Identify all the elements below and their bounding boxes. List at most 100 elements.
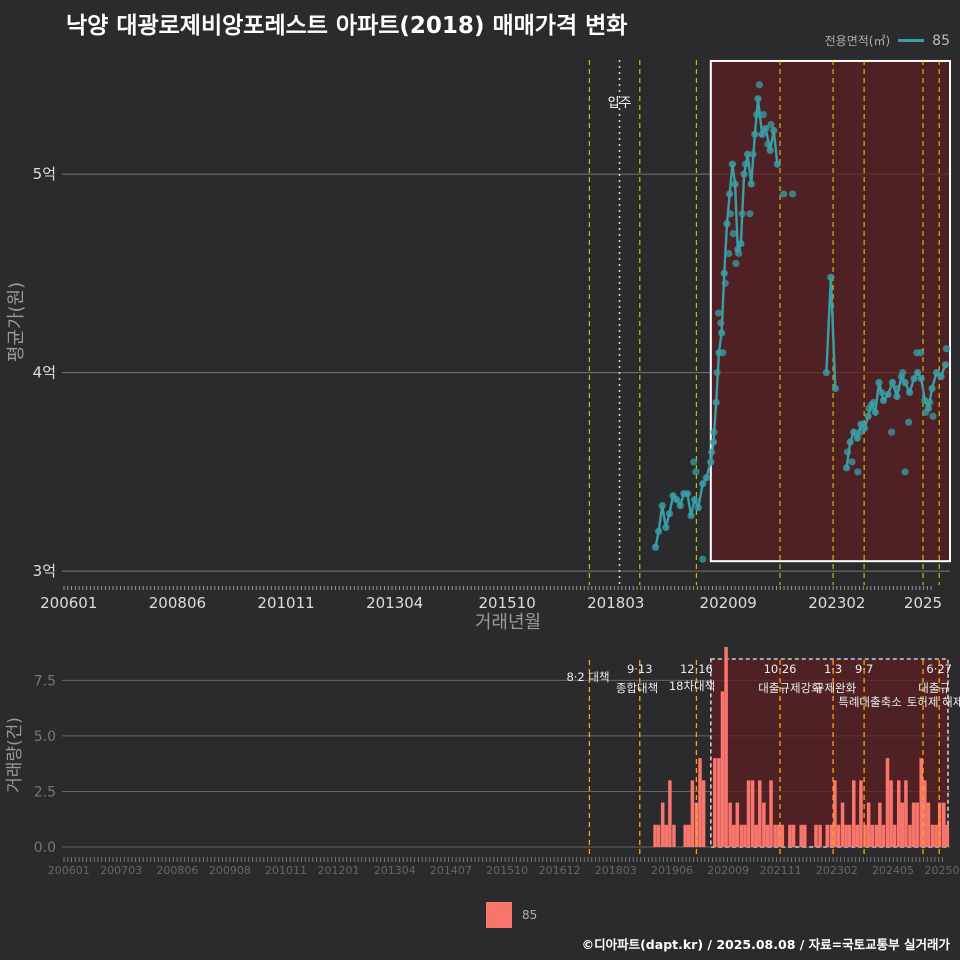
bar: [892, 824, 897, 847]
chart-title: 낙양 대광로제비앙포레스트 아파트(2018) 매매가격 변화: [66, 13, 628, 39]
data-point: [868, 400, 876, 408]
footer-credit: ©디아파트(dapt.kr) / 2025.08.08 / 자료=국토교통부 실…: [581, 937, 950, 952]
data-point-extra: [759, 110, 768, 119]
bar: [653, 824, 657, 847]
bar: [720, 691, 725, 847]
data-point-extra: [755, 81, 763, 89]
policy-label: 특례대출축소: [838, 695, 901, 709]
bar: [878, 802, 882, 847]
data-point-extra: [699, 555, 707, 563]
bar: [750, 780, 755, 847]
bar: [739, 824, 744, 847]
bar: [788, 824, 792, 847]
bar: [825, 824, 830, 847]
bar-x-tick-label: 200703: [100, 864, 142, 877]
data-point: [914, 369, 922, 377]
bar: [717, 758, 721, 847]
data-point: [687, 511, 695, 520]
bar: [758, 780, 762, 847]
data-point: [651, 543, 660, 551]
bar-x-tick-label: 200806: [156, 864, 198, 877]
data-point: [928, 384, 936, 393]
bar-y-tick-label: 7.5: [34, 673, 56, 689]
data-point: [754, 95, 762, 103]
data-point: [673, 496, 681, 504]
bar-x-tick-label: 200908: [209, 864, 251, 877]
bar: [874, 824, 879, 847]
bar: [769, 780, 773, 847]
policy-date-label: 9·7: [855, 662, 873, 676]
data-point: [921, 396, 929, 404]
policy-date-label: 1·3: [824, 662, 842, 676]
bar: [818, 824, 822, 847]
data-point-extra: [732, 259, 740, 268]
data-point: [897, 372, 906, 381]
bar: [701, 780, 706, 847]
data-point: [850, 428, 858, 436]
data-point-extra: [714, 309, 723, 317]
bar: [930, 824, 935, 847]
data-point-extra: [854, 468, 862, 476]
policy-date-label: 6·27: [926, 662, 952, 676]
bar: [934, 824, 938, 847]
x-tick-label: 202302: [808, 594, 865, 612]
data-point: [924, 404, 933, 412]
legend-line-swatch: [898, 39, 925, 42]
bar: [687, 824, 691, 847]
bar: [840, 802, 845, 847]
data-point-extra: [690, 458, 698, 466]
bar: [731, 824, 736, 847]
bar: [746, 780, 751, 847]
data-point: [720, 269, 728, 277]
data-point: [770, 126, 778, 135]
legend-title: 전용면적(㎡): [824, 34, 891, 48]
data-point: [941, 361, 950, 369]
bar: [896, 780, 901, 847]
y-tick-label: 3억: [33, 562, 56, 580]
occupancy-label: 입주: [608, 96, 632, 111]
bar: [664, 824, 669, 847]
data-point: [875, 378, 883, 387]
data-point: [655, 527, 663, 536]
x-tick-label: 201011: [257, 594, 314, 612]
bar: [852, 780, 856, 847]
data-point: [871, 408, 879, 416]
bar: [672, 824, 676, 847]
bar: [780, 824, 785, 847]
data-point: [747, 180, 755, 188]
data-point-extra: [767, 120, 775, 129]
bar: [911, 802, 916, 847]
data-point-extra: [905, 418, 913, 426]
bar: [889, 780, 893, 847]
bar: [847, 824, 852, 847]
bar-x-tick-label: 201201: [318, 864, 360, 877]
bar: [690, 780, 695, 847]
data-point: [737, 239, 745, 248]
bar: [904, 780, 908, 847]
policy-date-label: 9·13: [627, 662, 653, 676]
bar: [799, 824, 803, 847]
bar: [859, 780, 863, 847]
data-point-extra: [692, 468, 700, 476]
policy-label: 대출규제강화: [758, 681, 822, 695]
data-point: [827, 273, 835, 281]
x-tick-label: 201304: [366, 594, 423, 612]
data-point: [762, 124, 770, 133]
bar-x-tick-label: 202302: [816, 864, 858, 877]
bar: [743, 824, 747, 847]
data-point: [864, 412, 872, 420]
bar: [855, 824, 860, 847]
bar: [941, 802, 946, 847]
data-point: [860, 424, 869, 432]
bar-x-tick-label: 201906: [651, 864, 693, 877]
bar-x-tick-label: 202507: [925, 864, 960, 877]
legend-bottom: 85: [486, 902, 537, 928]
bar: [683, 824, 687, 847]
bar: [762, 802, 766, 847]
policy-date-label: 12·16: [680, 662, 713, 676]
data-point-extra: [917, 349, 925, 357]
data-point: [665, 509, 674, 518]
data-point: [728, 160, 736, 168]
x-tick-label: 200806: [149, 594, 206, 612]
